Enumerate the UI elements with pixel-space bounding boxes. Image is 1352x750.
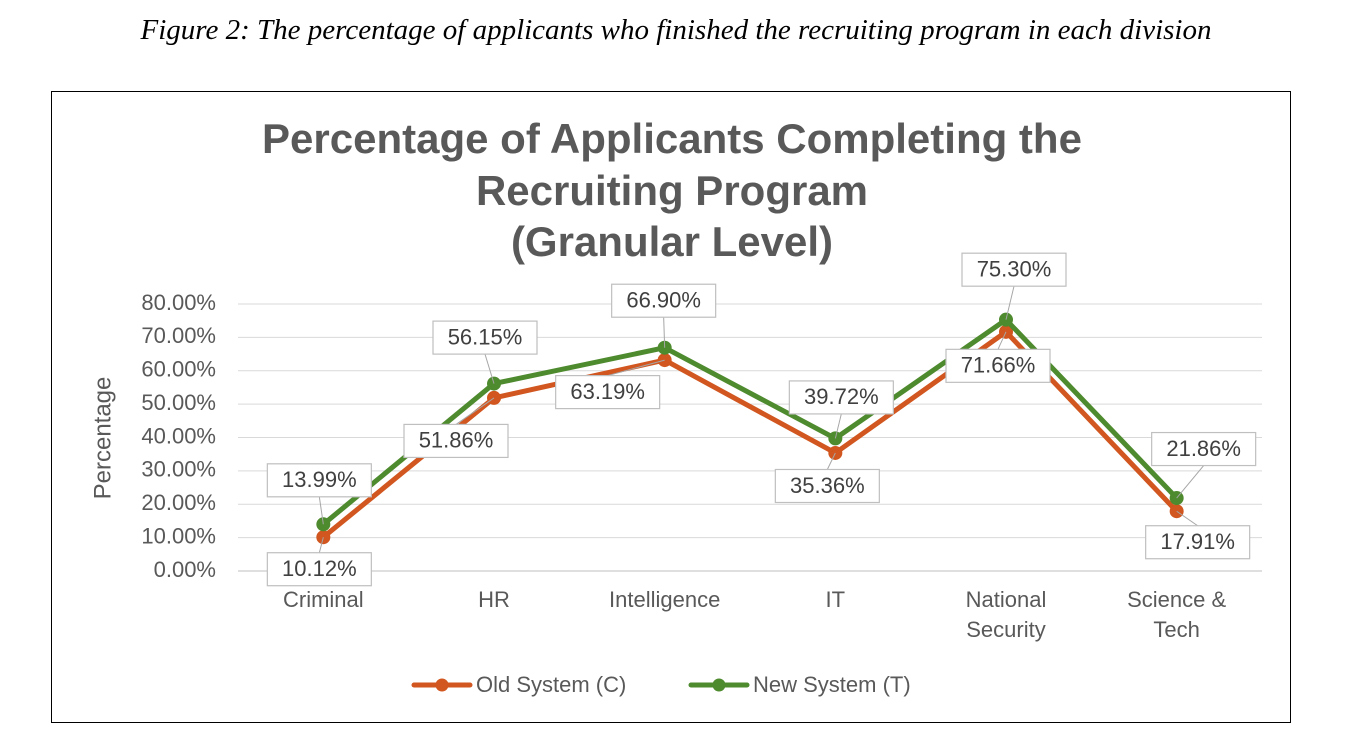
data-label-box [555,375,661,410]
label-leader-line [834,413,842,439]
chart-title: Percentage of Applicants Completing the R… [262,115,1082,265]
x-tick-label-national-security: National [966,587,1047,612]
legend-label-new-system-t: New System (T) [753,672,911,697]
label-leader-line [1176,465,1205,499]
y-tick-label: 40.00% [141,423,216,448]
data-label-new-system-t: 39.72% [804,384,879,409]
label-leader-line [318,537,324,553]
y-axis-title: Percentage [89,377,116,500]
x-tick-label-hr: HR [478,587,510,612]
data-label-box [788,380,894,415]
data-label-new-system-t: 66.90% [626,288,701,313]
data-labels: 10.12% 51.86% 63.19% 35.36% 71.66% 17.91% 13.9… [266,252,1257,587]
chart-title-line: Recruiting Program [476,167,868,214]
label-leader-lines [318,286,1205,553]
label-leader-line [663,317,666,348]
data-label-old-system-c: 51.86% [419,428,494,453]
x-tick-label-national-security: Security [966,617,1045,642]
label-leader-line [484,353,495,384]
data-label-old-system-c: 17.91% [1160,529,1235,554]
data-label-box [403,423,509,459]
data-label-box [945,348,1051,383]
figure-caption: Figure 2: The percentage of applicants w… [140,14,1212,46]
data-point-old-system-c [1169,504,1184,519]
y-tick-label: 10.00% [141,523,216,548]
label-leader-line [997,331,1007,350]
data-label-new-system-t: 56.15% [448,324,523,349]
chart-title-line: Percentage of Applicants Completing the [262,115,1082,162]
chart-title-line: (Granular Level) [511,218,833,265]
y-tick-label: 80.00% [141,290,216,315]
x-axis-ticks: Criminal HR Intelligence IT National Security… [283,587,1227,642]
chart-frame [51,91,1291,723]
data-label-old-system-c: 35.36% [790,473,865,498]
label-leader-line [607,359,665,377]
data-label-box [1151,431,1257,467]
x-tick-label-criminal: Criminal [283,587,364,612]
y-tick-label: 30.00% [141,457,216,482]
label-leader-line [318,496,324,525]
label-leader-line [455,397,495,425]
legend-marker-old-system-c [435,678,449,692]
data-label-new-system-t: 21.86% [1166,436,1241,461]
x-tick-label-it: IT [826,587,846,612]
data-label-box [961,252,1067,287]
y-axis-label: Percentage [89,377,116,500]
data-label-box [266,552,372,587]
data-label-new-system-t: 75.30% [977,256,1052,281]
x-tick-label-intelligence: Intelligence [609,587,720,612]
y-axis-ticks: 0.00% 10.00% 20.00% 30.00% 40.00% 50.00% 60.00… [141,290,216,582]
data-label-old-system-c: 10.12% [282,556,357,581]
data-label-box [611,283,717,318]
legend: Old System (C) New System (T) [411,672,911,697]
label-leader-line [1005,286,1015,320]
data-label-box [1145,525,1251,560]
x-tick-label-science-tech: Science & [1127,587,1226,612]
data-label-box [266,463,372,498]
y-tick-label: 0.00% [154,557,216,582]
y-tick-label: 20.00% [141,490,216,515]
y-tick-label: 50.00% [141,390,216,415]
data-label-new-system-t: 13.99% [282,467,357,492]
x-tick-label-science-tech: Tech [1153,617,1199,642]
data-label-old-system-c: 71.66% [961,353,1036,378]
legend-label-old-system-c: Old System (C) [476,672,626,697]
data-label-old-system-c: 63.19% [570,379,645,404]
data-label-box [774,468,880,504]
data-label-box [432,320,538,355]
label-leader-line [1176,510,1198,527]
label-leader-line [826,452,836,470]
legend-marker-new-system-t [712,678,726,692]
y-tick-label: 60.00% [141,357,216,382]
y-tick-label: 70.00% [141,323,216,348]
